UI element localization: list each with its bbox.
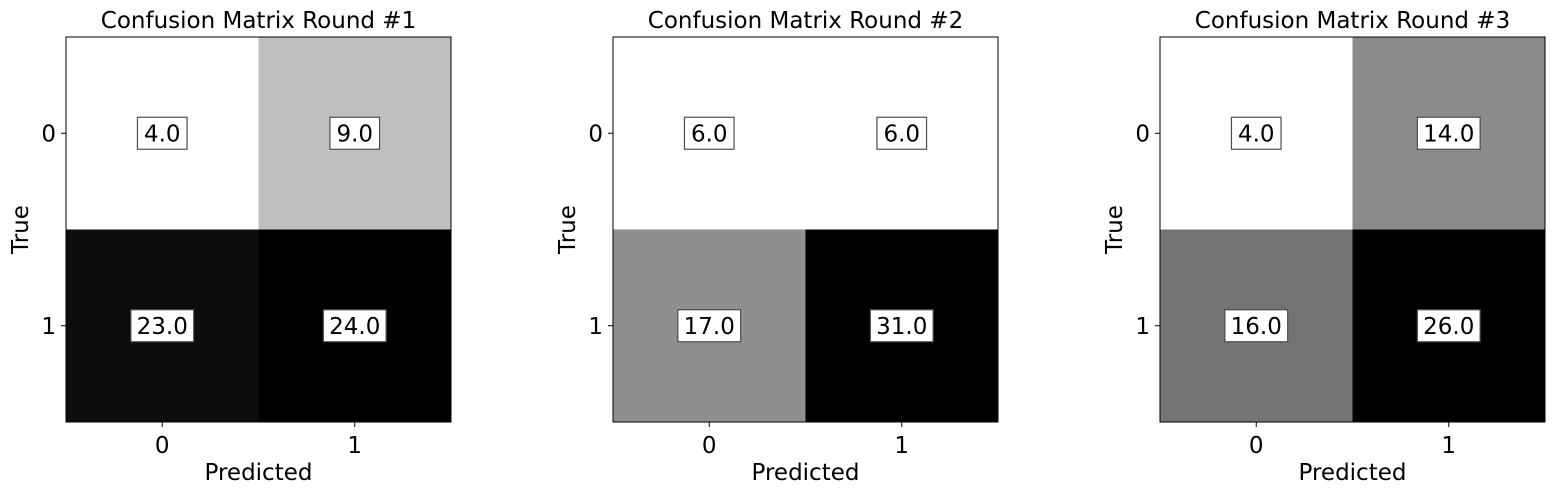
cell-label-box	[130, 309, 195, 343]
confusion-matrix-panel-2: 6.0 6.0 17.0 31.0 0 1 0 1 Confusion Matrix Round…	[555, 8, 999, 486]
y-tick-label: 0	[41, 121, 56, 147]
confusion-matrix-panel-1: 4.0 9.0 23.0 24.0 0 1 0 1 Confusion Matrix Round…	[8, 8, 452, 486]
x-tick-label: 0	[155, 433, 170, 459]
x-axis-label: Predicted	[1299, 460, 1407, 486]
cell-value-label: 6.0	[691, 121, 728, 147]
cell-label-box	[322, 309, 387, 343]
y-tick-label: 0	[1135, 121, 1150, 147]
cell-value-label: 24.0	[329, 314, 380, 340]
cell-value-label: 26.0	[1423, 314, 1474, 340]
plot-frame	[65, 36, 452, 423]
y-tick-label: 0	[588, 121, 603, 147]
y-tick-label: 1	[1135, 314, 1150, 340]
cell-label-box	[1230, 116, 1282, 150]
cell-value-label: 31.0	[876, 314, 927, 340]
y-axis-label: True	[555, 205, 581, 255]
cell-label-box	[876, 116, 928, 150]
cell-value-label: 4.0	[1238, 121, 1275, 147]
x-tick-label: 0	[702, 433, 717, 459]
cell-label-box	[869, 309, 934, 343]
y-axis-label: True	[1102, 205, 1128, 255]
x-tick-label: 1	[347, 433, 362, 459]
chart-title: Confusion Matrix Round #2	[648, 8, 963, 34]
y-tick-label: 1	[41, 314, 56, 340]
x-axis-label: Predicted	[752, 460, 860, 486]
cell-value-label: 17.0	[684, 314, 735, 340]
cell-label-box	[1416, 116, 1481, 150]
cell-label-box	[1224, 309, 1289, 343]
cell-value-label: 9.0	[336, 121, 373, 147]
plot-frame	[1159, 36, 1546, 423]
plot-frame	[612, 36, 999, 423]
x-axis-label: Predicted	[205, 460, 313, 486]
cell-value-label: 4.0	[144, 121, 181, 147]
cell-value-label: 16.0	[1231, 314, 1282, 340]
cell-label-box	[677, 309, 742, 343]
chart-title: Confusion Matrix Round #3	[1195, 8, 1510, 34]
y-tick-label: 1	[588, 314, 603, 340]
y-axis-label: True	[8, 205, 34, 255]
cell-value-label: 14.0	[1423, 121, 1474, 147]
cell-label-box	[136, 116, 188, 150]
x-tick-label: 1	[894, 433, 909, 459]
confusion-matrix-panel-3: 4.0 14.0 16.0 26.0 0 1 0 1 Confusion Matrix Roun…	[1102, 8, 1546, 486]
cell-value-label: 6.0	[883, 121, 920, 147]
cell-label-box	[329, 116, 381, 150]
cell-label-box	[1416, 309, 1481, 343]
cell-value-label: 23.0	[137, 314, 188, 340]
x-tick-label: 1	[1441, 433, 1456, 459]
cell-label-box	[683, 116, 735, 150]
chart-title: Confusion Matrix Round #1	[101, 8, 416, 34]
x-tick-label: 0	[1249, 433, 1264, 459]
